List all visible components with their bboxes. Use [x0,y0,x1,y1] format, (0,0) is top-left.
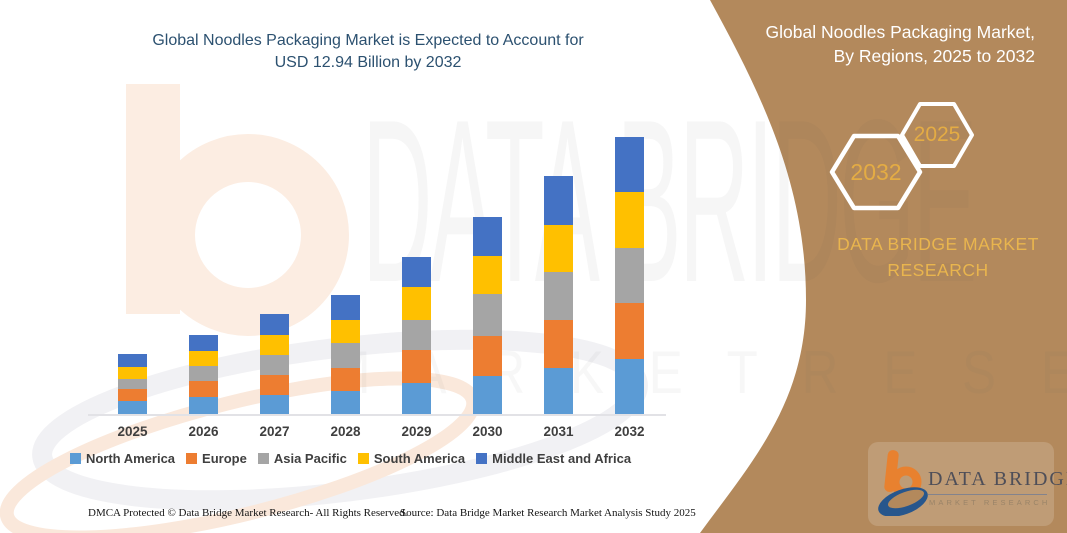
legend-label: Asia Pacific [273,451,347,466]
bar-segment-south-america [615,192,644,248]
bar-segment-south-america [331,319,360,343]
bar-segment-europe [615,303,644,360]
legend-item-europe: Europe [186,451,247,466]
bar-segment-south-america [189,350,218,366]
legend-label: Middle East and Africa [492,451,632,466]
logo-underline [928,494,1047,495]
bar-segment-south-america [473,256,502,294]
logo-subtext: MARKET RESEARCH [929,498,1051,507]
sidebar-brand-line1: DATA BRIDGE MARKET [837,234,1039,254]
bar-segment-asia-pacific [402,319,431,350]
hexagon-2032-icon [829,133,923,211]
legend-item-middle-east-and-africa: Middle East and Africa [476,451,631,466]
x-axis-label-2026: 2026 [188,424,219,439]
x-axis-label-2031: 2031 [543,424,574,439]
watermark-text-small: M A R K E T R E S E A R C H [328,339,1067,406]
bar-segment-europe [331,367,360,391]
bar-segment-asia-pacific [260,354,289,375]
bar-segment-north-america [189,397,218,414]
logo-b-icon [884,450,922,498]
x-axis-line [88,414,666,416]
bar-segment-europe [402,349,431,384]
bar-segment-europe [473,335,502,377]
bar-segment-asia-pacific [118,379,147,390]
bar-segment-middle-east-and-africa [331,295,360,320]
bar-segment-south-america [402,286,431,320]
legend-label: South America [373,451,466,466]
bar-segment-asia-pacific [331,342,360,368]
bar-segment-north-america [473,376,502,414]
bar-segment-north-america [615,359,644,414]
x-axis-label-2030: 2030 [472,424,503,439]
sidebar-title-line2: By Regions, 2025 to 2032 [833,46,1035,66]
stacked-bar-2026 [189,334,218,414]
stacked-bar-2028 [331,295,360,414]
legend-swatch-icon [186,453,198,464]
bar-segment-middle-east-and-africa [473,216,502,257]
legend-item-south-america: South America [357,451,466,466]
bar-segment-north-america [402,383,431,414]
bar-segment-north-america [260,394,289,414]
footer-copyright: DMCA Protected © Data Bridge Market Rese… [88,507,408,519]
bar-segment-south-america [544,225,573,273]
bar-segment-middle-east-and-africa [189,334,218,351]
stacked-bar-2027 [260,313,289,414]
bar-segment-middle-east-and-africa [118,353,147,368]
chart-legend: North America Europe Asia Pacific South Ame… [58,451,643,466]
legend-label: North America [85,451,176,466]
bar-segment-asia-pacific [473,293,502,336]
logo-swoosh-icon [878,487,928,516]
bar-segment-middle-east-and-africa [402,256,431,287]
legend-swatch-icon [257,453,269,464]
bar-segment-asia-pacific [544,272,573,320]
bar-segment-middle-east-and-africa [615,136,644,193]
hexagon-2032-label: 2032 [850,159,902,185]
x-axis-label-2027: 2027 [259,424,290,439]
footer-source: Source: Data Bridge Market Research Mark… [400,507,696,519]
sidebar-brand-text: DATA BRIDGE MARKET RESEARCH [808,231,1067,283]
bar-segment-north-america [118,400,147,414]
bar-segment-middle-east-and-africa [544,176,573,225]
legend-swatch-icon [357,453,369,464]
x-axis-label-2029: 2029 [401,424,432,439]
bar-segment-europe [189,380,218,398]
stacked-bar-2032 [615,136,644,414]
sidebar-brand-line2: RESEARCH [887,260,989,280]
data-bridge-logo-icon [878,450,928,516]
bar-segment-europe [544,319,573,368]
chart-title: Global Noodles Packaging Market is Expec… [78,30,658,74]
legend-swatch-icon [69,453,81,464]
bar-segment-north-america [544,367,573,414]
chart-title-line2: USD 12.94 Billion by 2032 [274,54,462,71]
bar-segment-europe [260,375,289,395]
x-axis-label-2028: 2028 [330,424,361,439]
bar-segment-south-america [118,367,147,380]
hexagon-2025-icon [900,102,974,168]
stacked-bar-2031 [544,176,573,414]
bar-segment-north-america [331,390,360,414]
legend-swatch-icon [476,453,488,464]
sidebar-title-line1: Global Noodles Packaging Market, [765,22,1035,42]
stacked-bar-2030 [473,216,502,414]
sidebar-title: Global Noodles Packaging Market, By Regi… [705,20,1035,68]
logo-wordmark: DATA BRIDGE [928,468,1067,490]
x-axis-label-2025: 2025 [117,424,148,439]
stacked-bar-2025 [118,353,147,414]
bar-segment-south-america [260,334,289,355]
hexagon-2025-label: 2025 [913,123,961,146]
legend-item-asia-pacific: Asia Pacific [257,451,347,466]
x-axis-label-2032: 2032 [614,424,645,439]
legend-label: Europe [202,451,247,466]
bar-segment-asia-pacific [189,365,218,381]
bar-segment-europe [118,389,147,401]
legend-item-north-america: North America [69,451,176,466]
bar-segment-middle-east-and-africa [260,313,289,335]
chart-title-line1: Global Noodles Packaging Market is Expec… [152,32,584,49]
bar-segment-asia-pacific [615,247,644,303]
stacked-bar-2029 [402,256,431,414]
watermark-text-large: DATA BRIDGE [362,72,977,331]
